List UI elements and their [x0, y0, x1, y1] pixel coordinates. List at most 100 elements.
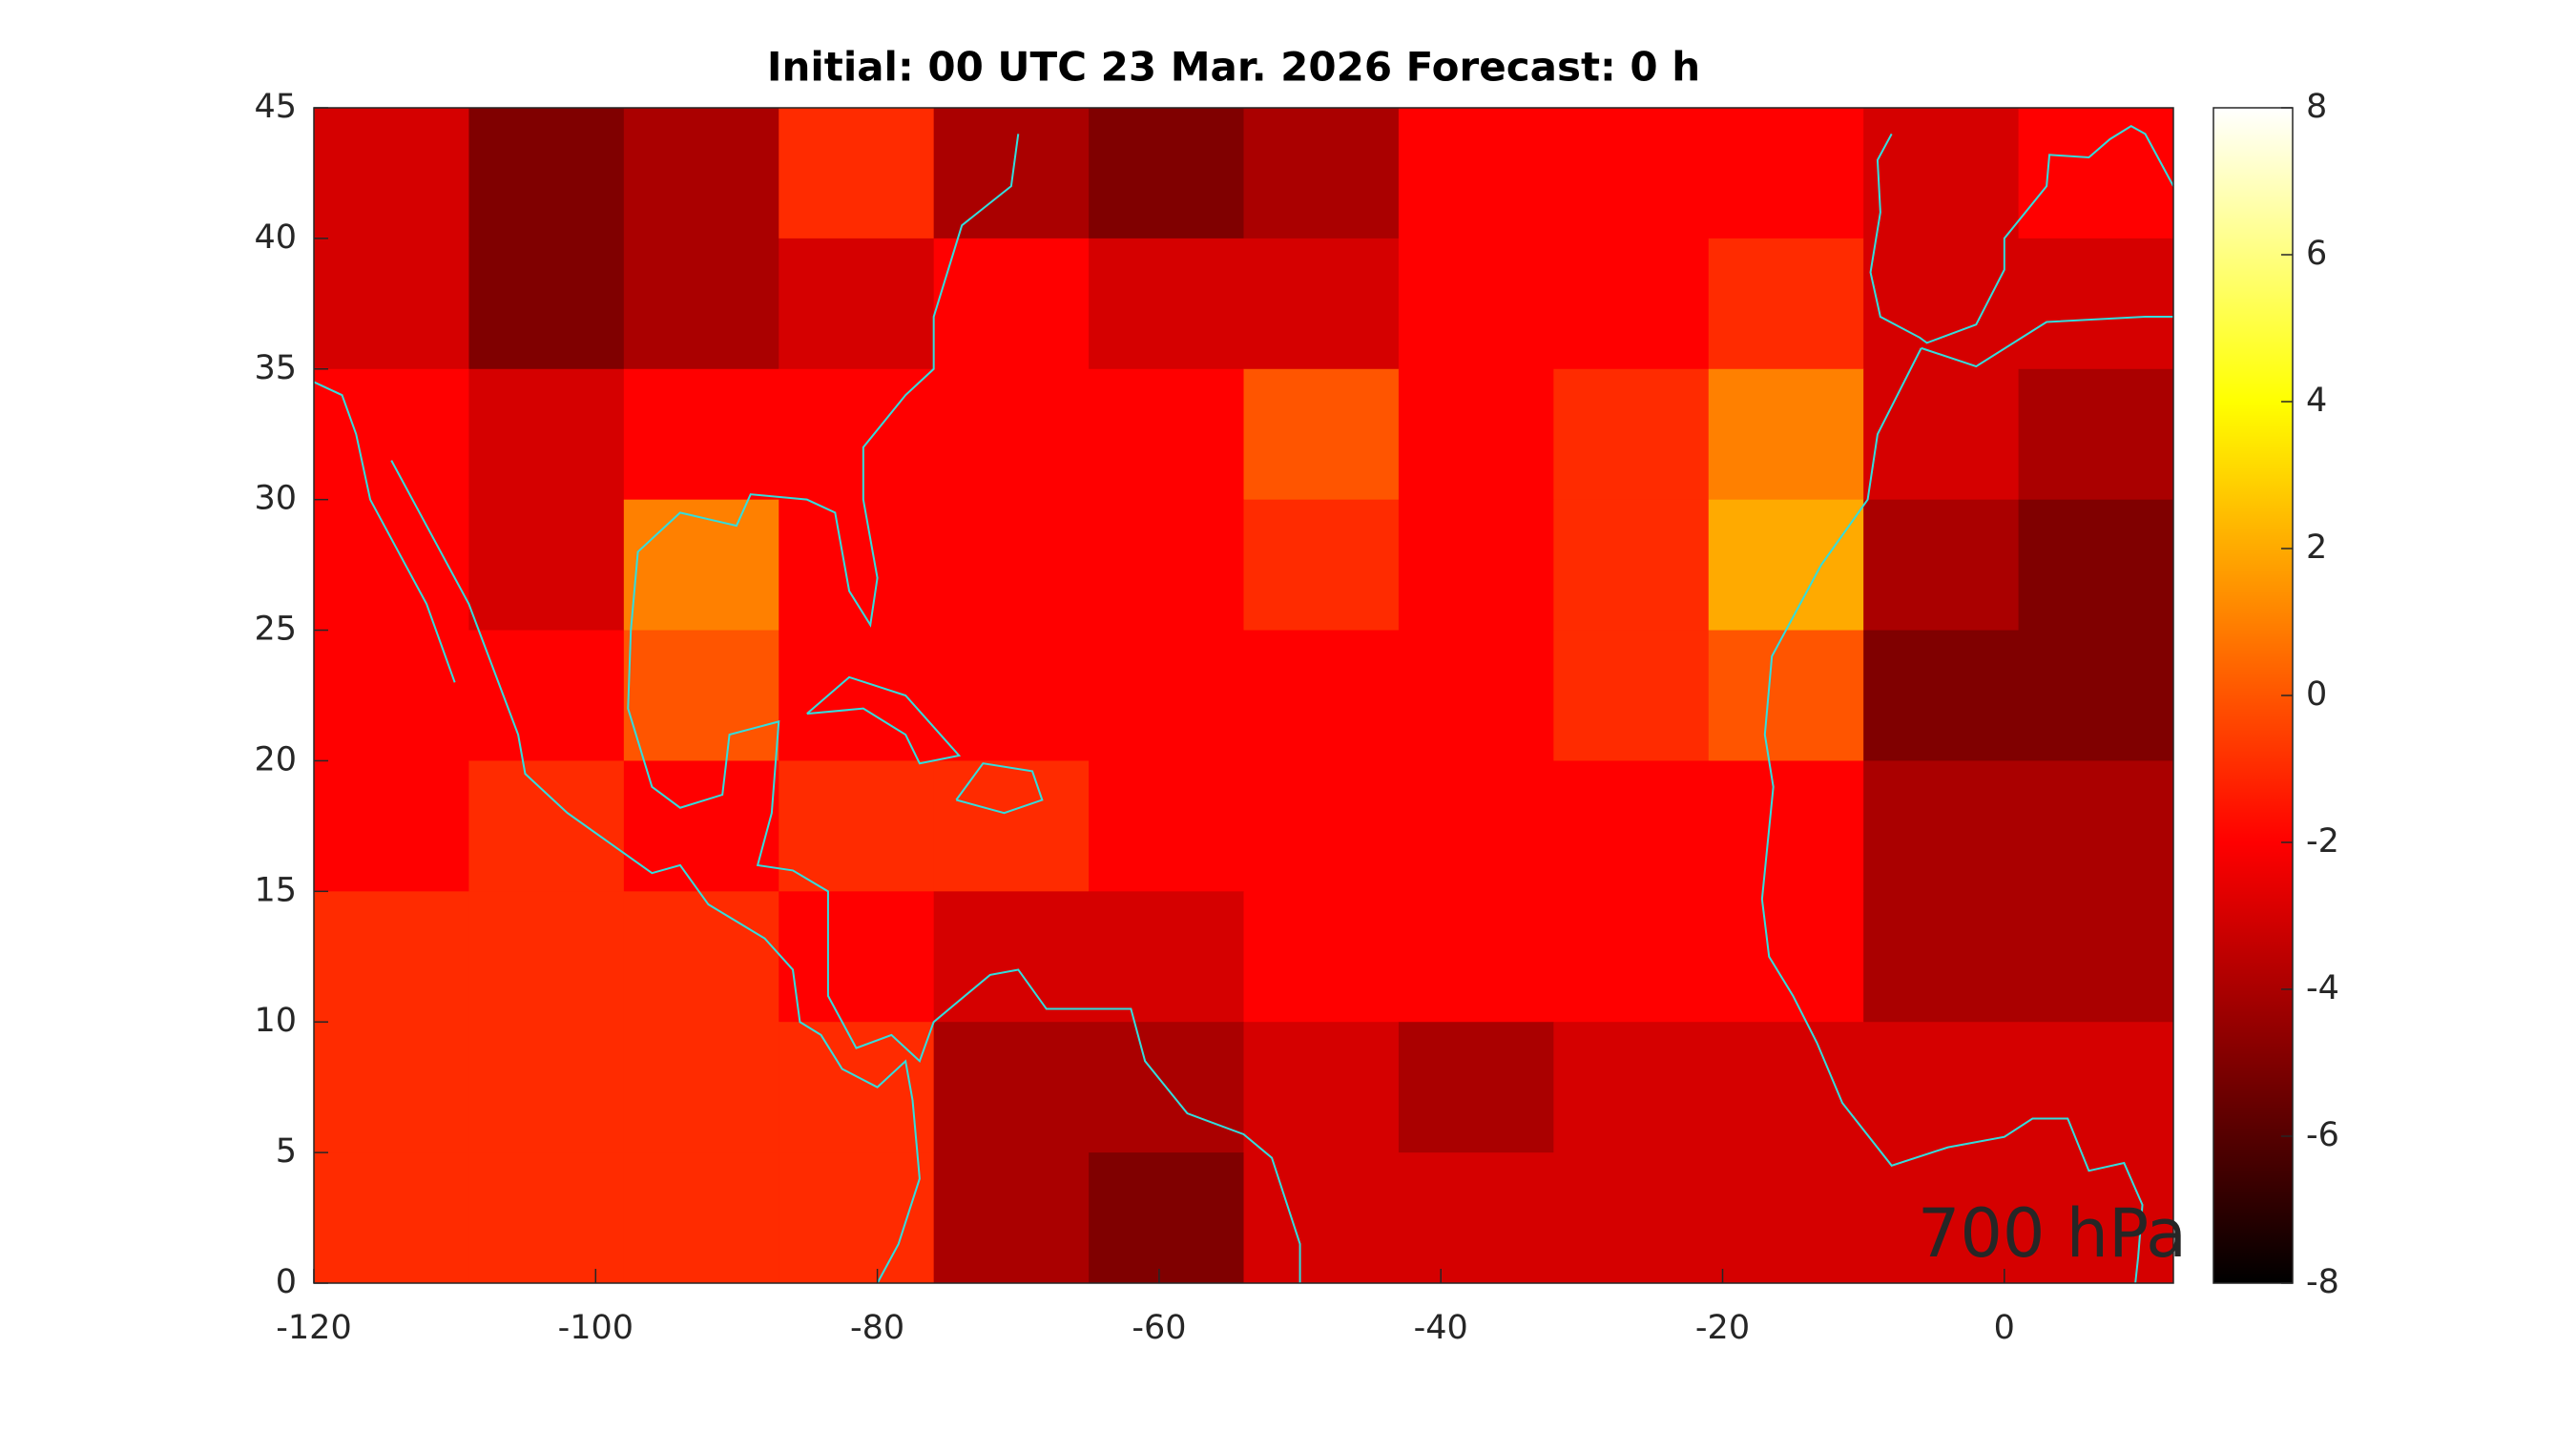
heatmap-cell: [314, 1152, 469, 1284]
heatmap-cell: [1863, 760, 2020, 892]
heatmap-cell: [2018, 630, 2174, 761]
x-tick-label: -40: [1414, 1309, 1468, 1347]
coastline: [627, 134, 1301, 1283]
heatmap-cell: [314, 891, 469, 1023]
coastline: [313, 381, 456, 683]
colorbar-tick-label: -8: [2306, 1263, 2339, 1301]
heatmap-cell: [1863, 108, 2020, 239]
heatmap-cell: [779, 1022, 935, 1153]
heatmap-cell: [933, 238, 1090, 370]
heatmap-cell: [1863, 1152, 2020, 1284]
heatmap-cell: [1863, 891, 2020, 1023]
x-tick-label: -100: [558, 1309, 634, 1347]
heatmap-cell: [1398, 1022, 1554, 1153]
heatmap-cell: [779, 760, 935, 892]
heatmap-cell: [2018, 1022, 2174, 1153]
heatmap-cell: [1863, 238, 2020, 370]
y-tick-label: 25: [254, 611, 297, 649]
heatmap-cell: [2018, 891, 2174, 1023]
heatmap-cell: [1553, 1152, 1710, 1284]
heatmap-cell: [1708, 1022, 1864, 1153]
coastline: [806, 675, 962, 765]
heatmap-cell: [1863, 630, 2020, 761]
heatmap-cell: [623, 368, 779, 501]
heatmap-cell: [1243, 760, 1400, 892]
heatmap-cell: [1398, 238, 1554, 370]
heatmap-cell: [1398, 499, 1554, 632]
heatmap-cell: [1089, 368, 1244, 501]
heatmap-cell: [623, 1152, 779, 1284]
heatmap-cell: [1708, 630, 1864, 761]
heatmap-cell: [779, 1152, 935, 1284]
heatmap-cell: [314, 499, 469, 632]
heatmap-cell: [1553, 891, 1710, 1023]
heatmap-cell: [779, 368, 935, 501]
heatmap-cell: [468, 630, 625, 761]
heatmap-cell: [2018, 1152, 2174, 1284]
heatmap-cell: [933, 108, 1090, 239]
heatmap-cell: [1243, 630, 1400, 761]
heatmap-cell: [933, 499, 1090, 632]
coastline: [390, 460, 921, 1284]
heatmap-cell: [1089, 108, 1244, 239]
heatmap-cell: [1398, 368, 1554, 501]
x-tick-label: -20: [1695, 1309, 1750, 1347]
heatmap-cell: [933, 760, 1090, 892]
heatmap-cell: [1863, 499, 2020, 632]
heatmap-cell: [1243, 1152, 1400, 1284]
heatmap-cell: [314, 1022, 469, 1153]
heatmap-cell: [2018, 499, 2174, 632]
heatmap-cell: [1553, 630, 1710, 761]
heatmap-cell: [1708, 238, 1864, 370]
heatmap-cell: [1398, 1152, 1554, 1284]
x-tick-label: -120: [276, 1309, 351, 1347]
y-tick-label: 45: [254, 88, 297, 126]
colorbar-tick-label: -4: [2306, 969, 2339, 1007]
heatmap-cell: [468, 368, 625, 501]
heatmap-cell: [1708, 760, 1864, 892]
heatmap-cell: [1243, 108, 1400, 239]
heatmap-cell: [1553, 1022, 1710, 1153]
heatmap-cell: [1553, 368, 1710, 501]
heatmap-cell: [1553, 108, 1710, 239]
heatmap-cell: [1708, 1152, 1864, 1284]
heatmap-cell: [1708, 108, 1864, 239]
heatmap-cell: [1243, 368, 1400, 501]
heatmap-cell: [1708, 499, 1864, 632]
heatmap-cell: [623, 499, 779, 632]
heatmap-cell: [1553, 499, 1710, 632]
heatmap-cell: [933, 368, 1090, 501]
annotation: 700 hPa: [1918, 1194, 2187, 1273]
y-tick-label: 0: [276, 1263, 297, 1301]
y-tick-label: 10: [254, 1002, 297, 1040]
colorbar: [2212, 107, 2294, 1284]
heatmap-cell: [1708, 368, 1864, 501]
heatmap-cell: [1089, 238, 1244, 370]
heatmap-cell: [2018, 368, 2174, 501]
heatmap-cell: [779, 891, 935, 1023]
coastline: [1921, 316, 2173, 368]
colorbar-tick-label: 2: [2306, 529, 2327, 567]
heatmap-cell: [1398, 760, 1554, 892]
y-tick-label: 5: [276, 1132, 297, 1171]
y-tick-label: 15: [254, 871, 297, 909]
y-tick-label: 40: [254, 218, 297, 257]
heatmap-cell: [314, 108, 469, 239]
x-tick-label: -80: [850, 1309, 904, 1347]
chart-title: Initial: 00 UTC 23 Mar. 2026 Forecast: 0…: [767, 44, 1700, 91]
y-tick-label: 20: [254, 740, 297, 778]
heatmap-cell: [623, 108, 779, 239]
heatmap-cell: [314, 760, 469, 892]
heatmap-cell: [1553, 760, 1710, 892]
colorbar-tick-label: -6: [2306, 1116, 2339, 1154]
y-tick-label: 35: [254, 349, 297, 387]
heatmap-cell: [468, 760, 625, 892]
heatmap-cell: [623, 1022, 779, 1153]
heatmap-cell: [314, 238, 469, 370]
heatmap-cell: [314, 630, 469, 761]
heatmap-cell: [1089, 499, 1244, 632]
heatmap-cell: [1398, 630, 1554, 761]
heatmap-cell: [1398, 891, 1554, 1023]
heatmap-cell: [468, 499, 625, 632]
